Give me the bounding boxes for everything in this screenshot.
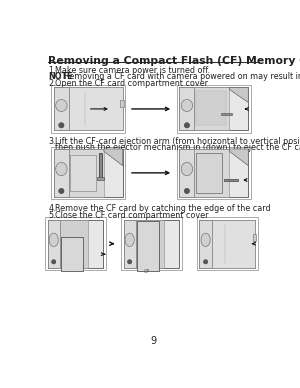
Text: 9: 9 bbox=[151, 336, 157, 346]
Bar bbox=[177, 147, 250, 199]
Bar bbox=[253, 234, 256, 241]
Text: Open the CF card compartment cover: Open the CF card compartment cover bbox=[55, 79, 208, 88]
Bar bbox=[196, 153, 222, 193]
Text: 4.: 4. bbox=[48, 204, 56, 213]
Text: NOTE: NOTE bbox=[48, 72, 73, 81]
Bar bbox=[48, 220, 60, 268]
Ellipse shape bbox=[128, 260, 132, 264]
Text: then push the ejector mechanism in (down) to eject the CF card: then push the ejector mechanism in (down… bbox=[55, 143, 300, 152]
Text: 5.: 5. bbox=[48, 211, 56, 220]
Ellipse shape bbox=[184, 188, 190, 194]
Bar bbox=[70, 155, 96, 191]
Bar bbox=[98, 153, 102, 179]
Ellipse shape bbox=[59, 123, 64, 128]
Text: Close the CF card compartment cover: Close the CF card compartment cover bbox=[55, 211, 209, 220]
Ellipse shape bbox=[181, 162, 193, 176]
Bar bbox=[179, 149, 194, 197]
Bar bbox=[212, 220, 255, 268]
Bar bbox=[196, 91, 226, 125]
Bar bbox=[221, 113, 232, 115]
Text: : Removing a CF card with camera powered on may result in data loss.: : Removing a CF card with camera powered… bbox=[59, 72, 300, 81]
Ellipse shape bbox=[49, 233, 58, 246]
Bar bbox=[60, 220, 88, 268]
Bar bbox=[48, 220, 104, 268]
Bar bbox=[120, 100, 124, 107]
Ellipse shape bbox=[59, 188, 64, 194]
Bar bbox=[54, 149, 69, 197]
Bar bbox=[124, 220, 136, 268]
Text: 3.: 3. bbox=[48, 137, 56, 146]
Bar bbox=[69, 149, 104, 197]
Bar bbox=[54, 87, 123, 130]
Ellipse shape bbox=[56, 162, 67, 176]
Bar bbox=[177, 85, 250, 133]
Ellipse shape bbox=[201, 233, 210, 246]
Bar bbox=[61, 237, 83, 271]
Ellipse shape bbox=[56, 99, 67, 111]
Ellipse shape bbox=[203, 260, 208, 264]
Bar bbox=[121, 218, 182, 270]
Bar bbox=[179, 87, 194, 130]
Bar bbox=[200, 220, 255, 268]
Ellipse shape bbox=[125, 233, 134, 246]
Ellipse shape bbox=[52, 260, 56, 264]
Text: Lift the CF-card ejection arm (from horizontal to vertical position) and: Lift the CF-card ejection arm (from hori… bbox=[55, 137, 300, 146]
Ellipse shape bbox=[184, 123, 190, 128]
Text: 1.: 1. bbox=[48, 66, 56, 75]
Text: Remove the CF card by catching the edge of the card: Remove the CF card by catching the edge … bbox=[55, 204, 271, 213]
Bar bbox=[69, 87, 123, 130]
Text: Removing a Compact Flash (CF) Memory Card: Removing a Compact Flash (CF) Memory Car… bbox=[48, 56, 300, 66]
Text: Make sure camera power is turned off.: Make sure camera power is turned off. bbox=[55, 66, 211, 75]
Bar bbox=[124, 220, 179, 268]
Bar bbox=[194, 149, 230, 197]
Bar bbox=[54, 87, 69, 130]
Bar bbox=[179, 87, 248, 130]
Text: 2.: 2. bbox=[48, 79, 56, 88]
Polygon shape bbox=[104, 149, 123, 166]
Bar bbox=[52, 85, 125, 133]
Polygon shape bbox=[230, 149, 248, 166]
Bar bbox=[197, 218, 258, 270]
Bar bbox=[179, 149, 248, 197]
Bar bbox=[224, 178, 238, 182]
Bar bbox=[136, 220, 164, 268]
Bar bbox=[45, 218, 106, 270]
Ellipse shape bbox=[181, 99, 193, 111]
Bar bbox=[54, 149, 123, 197]
Bar bbox=[52, 147, 125, 199]
Polygon shape bbox=[230, 87, 248, 102]
Bar bbox=[97, 177, 104, 180]
Bar bbox=[137, 221, 159, 271]
Text: CF: CF bbox=[144, 268, 150, 274]
Bar bbox=[200, 220, 212, 268]
Bar bbox=[194, 87, 230, 130]
